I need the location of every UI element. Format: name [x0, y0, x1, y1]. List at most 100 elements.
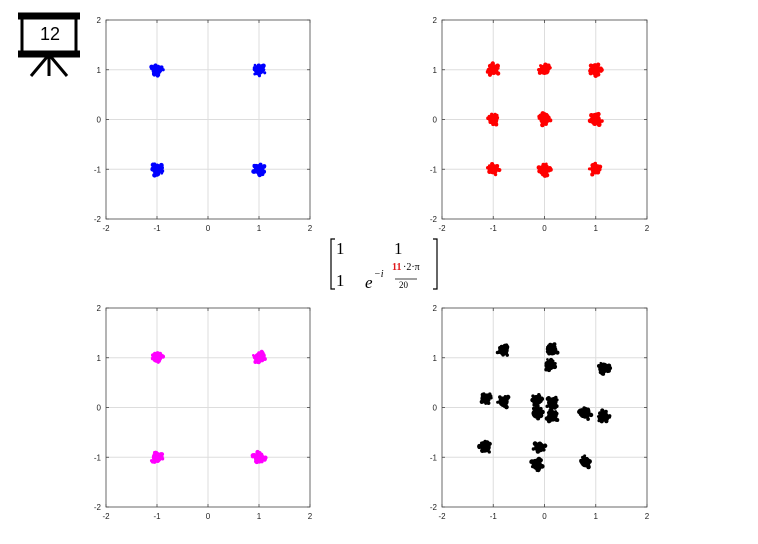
noise-sample	[544, 443, 547, 447]
exponent-prefix: −i	[374, 269, 384, 280]
noise-sample	[543, 120, 548, 125]
noise-sample	[603, 417, 607, 422]
noise-sample	[539, 114, 544, 118]
y-tick-label: 0	[433, 116, 438, 125]
noise-sample	[551, 412, 555, 416]
x-tick-label: 1	[257, 224, 262, 233]
noise-sample	[160, 171, 164, 175]
noise-sample	[585, 407, 591, 413]
y-tick-label: -1	[430, 165, 438, 174]
noise-sample	[540, 68, 543, 72]
matrix-brackets	[330, 238, 438, 290]
noise-sample	[531, 394, 535, 398]
noise-sample	[490, 112, 494, 116]
noise-sample	[538, 443, 542, 447]
noise-sample	[545, 168, 550, 173]
noise-sample	[481, 398, 485, 402]
noise-sample	[156, 457, 161, 463]
noise-sample	[590, 114, 594, 118]
noise-sample	[531, 459, 536, 463]
scatter-panel-1: -2 -1 0 1 2 -2 -1 0 1 2	[94, 16, 313, 233]
matrix-r1c2: 1	[394, 239, 403, 258]
noise-sample	[260, 172, 265, 177]
noise-sample	[253, 63, 257, 67]
noise-sample	[255, 168, 259, 173]
noise-sample	[599, 419, 604, 424]
noise-sample	[253, 72, 257, 76]
noise-sample	[601, 411, 606, 416]
noise-sample	[532, 403, 536, 407]
noise-sample	[595, 170, 601, 175]
x-tick-label: -2	[102, 512, 110, 521]
slide-number: 12	[39, 24, 61, 44]
noise-sample	[154, 450, 158, 455]
data-point-cluster	[477, 439, 492, 454]
data-point-cluster	[150, 351, 166, 364]
x-tick-label: 1	[594, 224, 599, 233]
noise-sample	[577, 409, 582, 415]
noise-sample	[499, 350, 503, 354]
x-tick-label: -1	[490, 512, 498, 521]
x-tick-label: 0	[206, 224, 211, 233]
data-point-cluster	[252, 63, 267, 78]
y-tick-label: 2	[97, 304, 102, 313]
y-tick-label: -1	[94, 453, 102, 462]
noise-sample	[547, 63, 551, 67]
noise-sample	[152, 455, 157, 459]
noise-sample	[501, 403, 506, 407]
noise-sample	[537, 70, 542, 75]
data-point-cluster	[577, 406, 594, 421]
x-tick-label: 0	[542, 224, 547, 233]
noise-sample	[555, 350, 560, 355]
noise-sample	[261, 353, 266, 359]
noise-sample	[604, 413, 608, 417]
noise-sample	[263, 71, 267, 75]
x-tick-label: 2	[645, 512, 650, 521]
noise-sample	[257, 74, 262, 78]
noise-sample	[546, 358, 549, 361]
noise-sample	[536, 409, 541, 414]
noise-sample	[487, 72, 493, 77]
noise-sample	[537, 67, 541, 72]
noise-sample	[588, 412, 594, 418]
data-point-cluster	[251, 162, 267, 178]
data-point-cluster	[496, 394, 511, 410]
noise-sample	[604, 363, 608, 368]
noise-sample	[586, 460, 591, 465]
noise-sample	[532, 411, 537, 416]
noise-sample	[590, 172, 595, 177]
noise-sample	[488, 120, 492, 124]
noise-sample	[253, 359, 258, 364]
noise-sample	[493, 66, 498, 70]
noise-sample	[495, 71, 499, 75]
noise-sample	[480, 448, 485, 454]
x-tick-label: 2	[308, 512, 313, 521]
noise-sample	[504, 343, 509, 347]
noise-sample	[536, 456, 542, 462]
noise-sample	[598, 417, 602, 420]
noise-sample	[582, 406, 586, 410]
data-point-cluster	[544, 407, 560, 424]
y-tick-label: -2	[94, 215, 102, 224]
noise-sample	[259, 167, 264, 171]
noise-sample	[501, 352, 505, 357]
y-tick-label: -2	[430, 215, 438, 224]
x-tick-label: 2	[308, 224, 313, 233]
noise-sample	[254, 458, 257, 461]
noise-sample	[608, 415, 612, 419]
noise-sample	[599, 165, 602, 169]
data-point-cluster	[252, 349, 267, 365]
data-point-cluster	[579, 454, 592, 470]
noise-sample	[159, 452, 163, 456]
noise-sample	[546, 115, 551, 120]
x-tick-label: -2	[438, 224, 446, 233]
noise-sample	[254, 163, 259, 168]
data-point-cluster	[587, 111, 604, 128]
noise-sample	[496, 400, 500, 404]
data-point-cluster	[250, 449, 268, 465]
data-point-cluster	[531, 405, 545, 421]
x-tick-label: 1	[594, 512, 599, 521]
noise-sample	[534, 460, 538, 465]
y-tick-label: 2	[433, 304, 438, 313]
noise-sample	[546, 411, 550, 415]
